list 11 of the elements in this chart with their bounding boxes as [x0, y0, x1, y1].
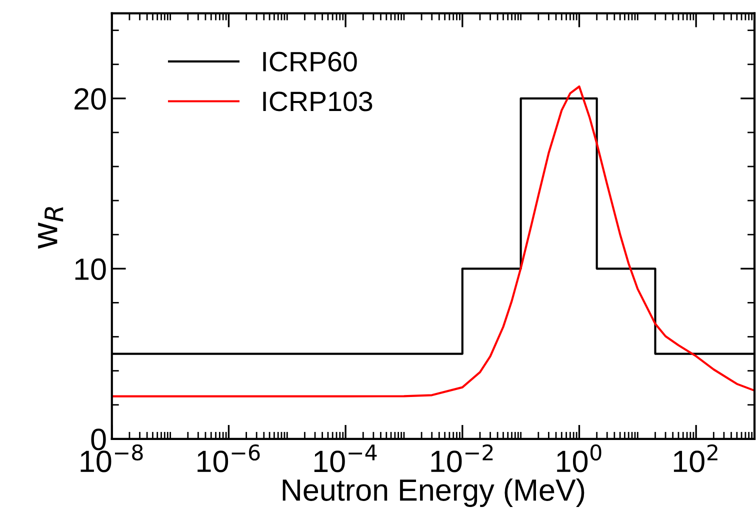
legend-label: ICRP103: [263, 92, 372, 112]
y-tick-label: 20: [74, 88, 106, 110]
x-tick-label: 10$^{−4}$: [314, 444, 377, 472]
y-tick-label: 10: [75, 258, 106, 280]
y-axis-title: w$_{R}$: [38, 207, 64, 249]
x-tick-label: 10$^{0}$: [557, 444, 602, 472]
x-axis-title: Neutron Energy (MeV): [282, 478, 584, 507]
x-tick-label: 10$^{−6}$: [198, 444, 260, 472]
x-tick-label: 10$^{2}$: [674, 444, 718, 472]
x-tick-label: 10$^{−2}$: [431, 444, 493, 472]
legend-label: ICRP60: [263, 52, 357, 72]
